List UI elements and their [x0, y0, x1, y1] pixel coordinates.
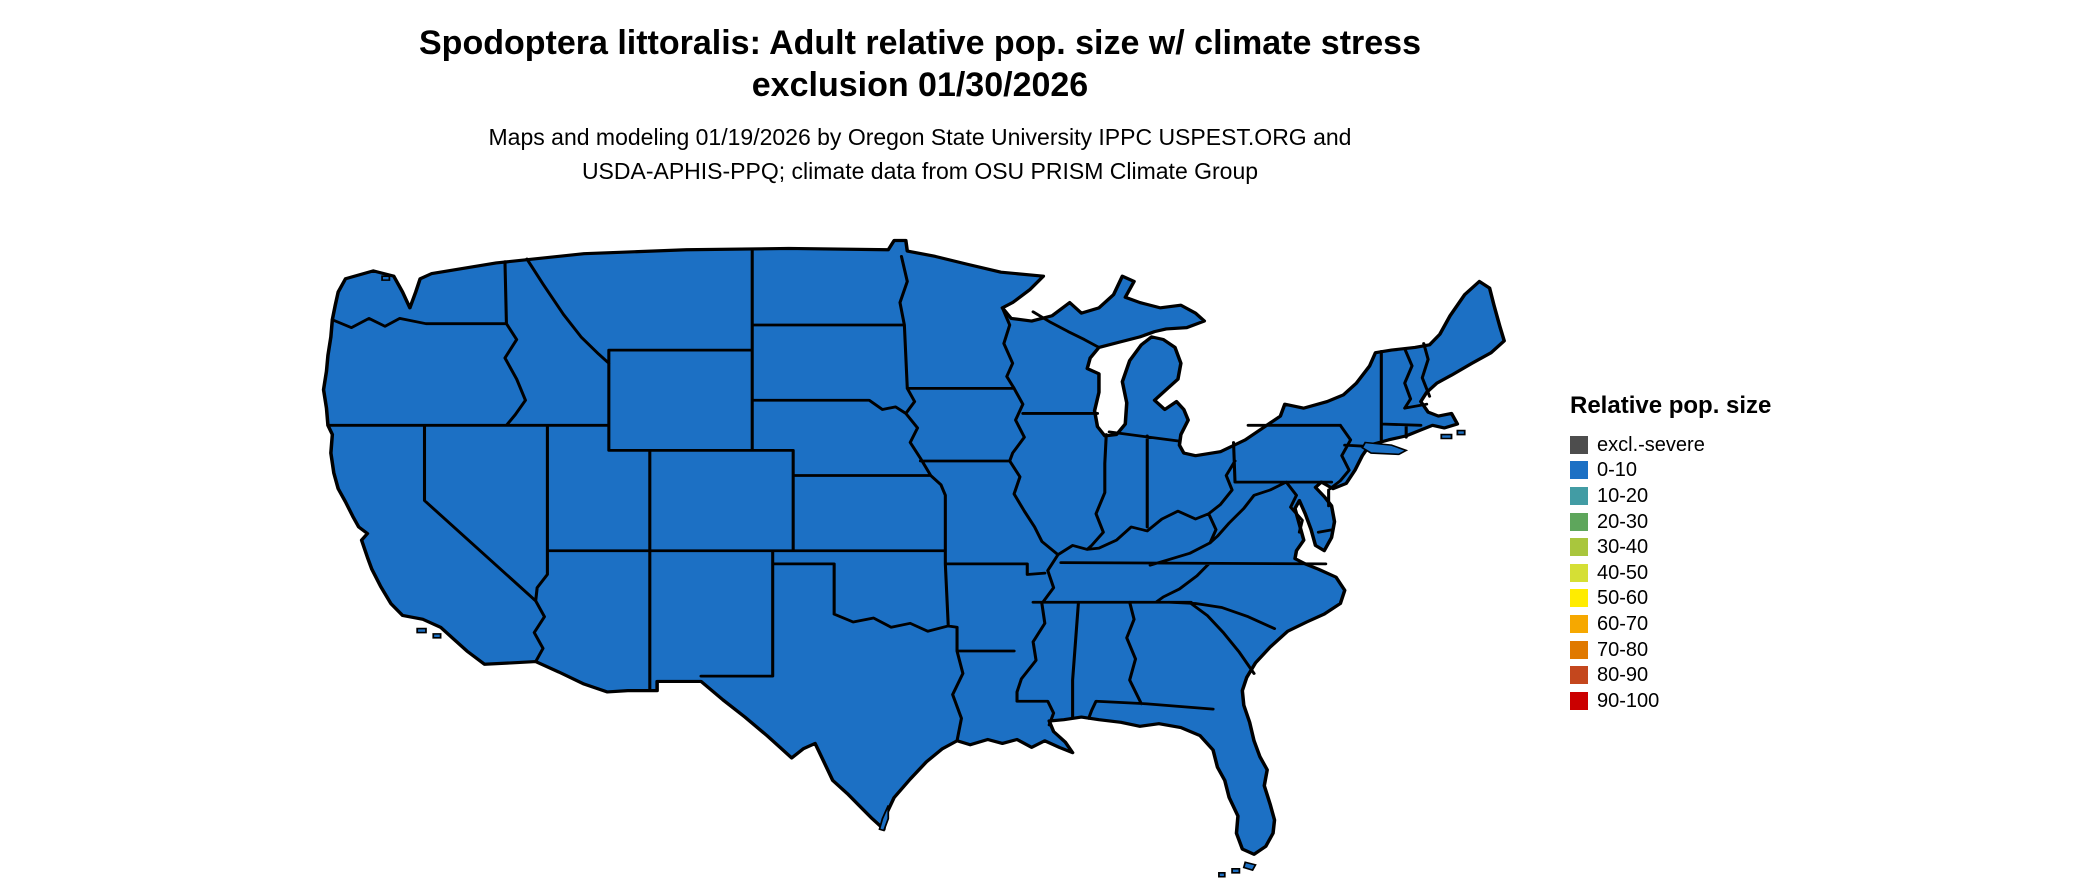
- nation-outline-path: [321, 238, 1506, 856]
- legend-color-swatch: [1570, 640, 1588, 659]
- legend-color-swatch: [1570, 435, 1588, 454]
- legend-color-swatch: [1570, 486, 1588, 505]
- legend-item-label: 40-50: [1597, 561, 1649, 584]
- legend-item-label: 0-10: [1597, 459, 1638, 482]
- legend-item: 90-100: [1570, 688, 1830, 714]
- legend-item: 40-50: [1570, 560, 1830, 586]
- legend-color-swatch: [1570, 461, 1588, 480]
- legend-color-swatch: [1570, 614, 1588, 633]
- legend-item-label: 10-20: [1597, 484, 1649, 507]
- us-choropleth-map: [306, 226, 1532, 886]
- legend-item-label: 60-70: [1597, 612, 1649, 635]
- legend-item: 30-40: [1570, 534, 1830, 560]
- state-borders-path: [326, 248, 1432, 743]
- legend-item: 20-30: [1570, 509, 1830, 535]
- legend-item: 70-80: [1570, 637, 1830, 663]
- figure-subtitle: Maps and modeling 01/19/2026 by Oregon S…: [0, 120, 1840, 188]
- legend-item-label: 70-80: [1597, 638, 1649, 661]
- legend-color-swatch: [1570, 512, 1588, 531]
- legend-item-label: 80-90: [1597, 664, 1649, 687]
- legend: Relative pop. size excl.-severe 0-10 10-…: [1570, 392, 1830, 714]
- islands-path: [381, 275, 1466, 878]
- legend-color-swatch: [1570, 589, 1588, 608]
- legend-color-swatch: [1570, 666, 1588, 685]
- legend-item-label: 20-30: [1597, 510, 1649, 533]
- legend-item-label: 90-100: [1597, 689, 1660, 712]
- subtitle-line-2: USDA-APHIS-PPQ; climate data from OSU PR…: [581, 158, 1259, 184]
- legend-item-label: excl.-severe: [1597, 433, 1705, 456]
- legend-items: excl.-severe 0-10 10-20 20-30 30-40 40-5…: [1570, 432, 1830, 714]
- legend-item: 60-70: [1570, 611, 1830, 637]
- us-map-svg: [321, 238, 1506, 878]
- legend-color-swatch: [1570, 563, 1588, 582]
- legend-item: excl.-severe: [1570, 432, 1830, 458]
- figure-title: Spodoptera littoralis: Adult relative po…: [0, 22, 1840, 106]
- legend-item-label: 50-60: [1597, 587, 1649, 610]
- legend-color-swatch: [1570, 538, 1588, 557]
- legend-item: 10-20: [1570, 483, 1830, 509]
- title-line-1: Spodoptera littoralis: Adult relative po…: [419, 24, 1421, 62]
- legend-title: Relative pop. size: [1570, 392, 1772, 419]
- legend-color-swatch: [1570, 691, 1588, 710]
- legend-item-label: 30-40: [1597, 536, 1649, 559]
- legend-item: 0-10: [1570, 458, 1830, 484]
- legend-item: 80-90: [1570, 662, 1830, 688]
- subtitle-line-1: Maps and modeling 01/19/2026 by Oregon S…: [488, 124, 1352, 150]
- title-line-2: exclusion 01/30/2026: [751, 66, 1089, 104]
- legend-item: 50-60: [1570, 586, 1830, 612]
